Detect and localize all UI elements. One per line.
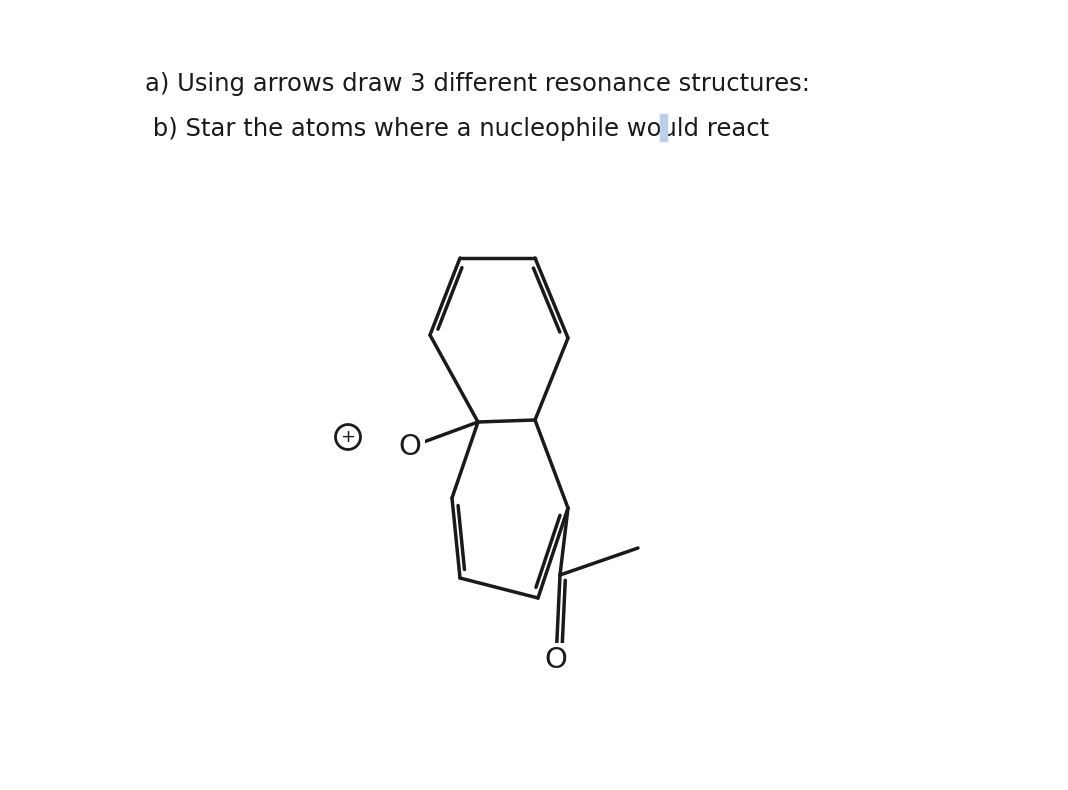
Text: b) Star the atoms where a nucleophile would react: b) Star the atoms where a nucleophile wo… <box>145 117 769 141</box>
Text: O: O <box>545 646 567 674</box>
Text: a) Using arrows draw 3 different resonance structures:: a) Using arrows draw 3 different resonan… <box>145 72 810 96</box>
Bar <box>660 114 666 141</box>
Text: O: O <box>398 433 422 461</box>
Text: +: + <box>341 428 356 446</box>
